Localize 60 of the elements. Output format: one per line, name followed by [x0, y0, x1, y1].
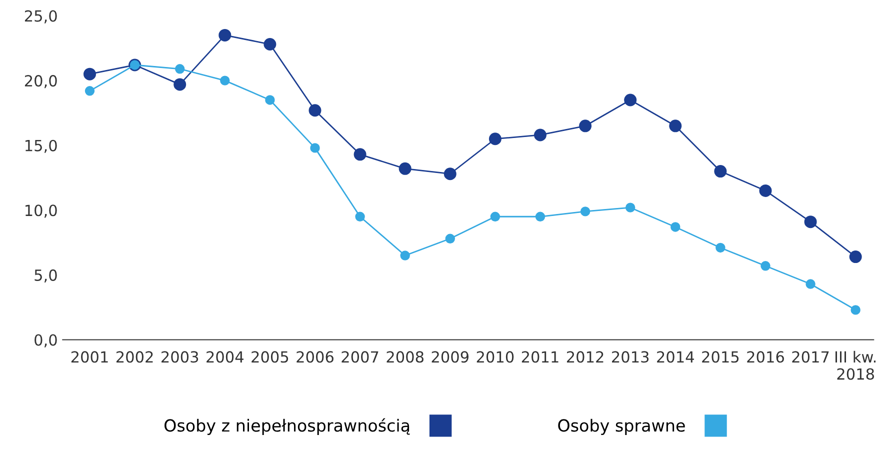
point — [488, 132, 502, 146]
x-tick-label: 2008 — [386, 351, 424, 363]
x-tick-label: 2013 — [612, 351, 649, 363]
point — [806, 279, 816, 289]
point — [625, 202, 636, 212]
point — [354, 148, 366, 161]
x-tick-label: 2007 — [342, 351, 378, 363]
point — [264, 38, 276, 51]
point — [355, 212, 365, 222]
point — [265, 95, 275, 105]
point — [624, 94, 637, 106]
y-tick-label: 0,0 — [34, 334, 57, 348]
y-tick-label: 15,0 — [26, 140, 57, 153]
x-tick-label: III kw. 2018 — [835, 350, 876, 380]
legend-label: Osoby sprawne — [558, 418, 685, 435]
point — [804, 216, 817, 228]
point — [445, 234, 455, 244]
y-tick-label: 25,0 — [24, 10, 57, 24]
x-tick-label: 2012 — [566, 351, 604, 363]
y-tick-label: 10,0 — [26, 204, 57, 218]
point — [308, 104, 322, 117]
x-tick-label: 2016 — [747, 351, 784, 363]
point — [174, 78, 186, 91]
x-tick-label: 2015 — [702, 351, 739, 363]
point — [760, 261, 770, 271]
point — [535, 212, 546, 222]
point — [714, 165, 727, 178]
point — [579, 120, 592, 132]
point — [669, 120, 682, 132]
point — [850, 305, 860, 315]
x-tick-label: 2006 — [296, 351, 334, 363]
x-tick-label: 2011 — [522, 351, 558, 363]
x-tick-label: 2017 — [792, 351, 829, 363]
y-tick-label: 5,0 — [34, 269, 57, 283]
point — [716, 242, 726, 253]
point — [400, 250, 410, 260]
point — [218, 28, 232, 42]
point — [220, 76, 230, 86]
point — [759, 184, 772, 197]
x-tick-label: 2014 — [657, 351, 694, 363]
x-tick-label: 2009 — [432, 351, 469, 363]
point — [490, 212, 500, 222]
x-tick-label: 2004 — [206, 351, 244, 363]
x-tick-label: 2010 — [476, 351, 514, 363]
point — [310, 143, 320, 153]
x-tick-label: 2005 — [252, 351, 288, 363]
point — [670, 222, 680, 232]
point — [580, 206, 590, 216]
point — [849, 250, 862, 264]
legend-label: Osoby z niepełnosprawnością — [164, 418, 410, 435]
point — [534, 128, 546, 142]
x-tick-label: 2001 — [71, 351, 108, 363]
point — [444, 168, 456, 180]
x-tick-label: 2003 — [162, 351, 198, 363]
x-tick-label: 2002 — [116, 351, 153, 363]
point — [84, 68, 96, 80]
point — [174, 64, 185, 74]
point — [84, 86, 95, 96]
y-tick-label: 20,0 — [24, 75, 57, 88]
point — [398, 162, 412, 175]
